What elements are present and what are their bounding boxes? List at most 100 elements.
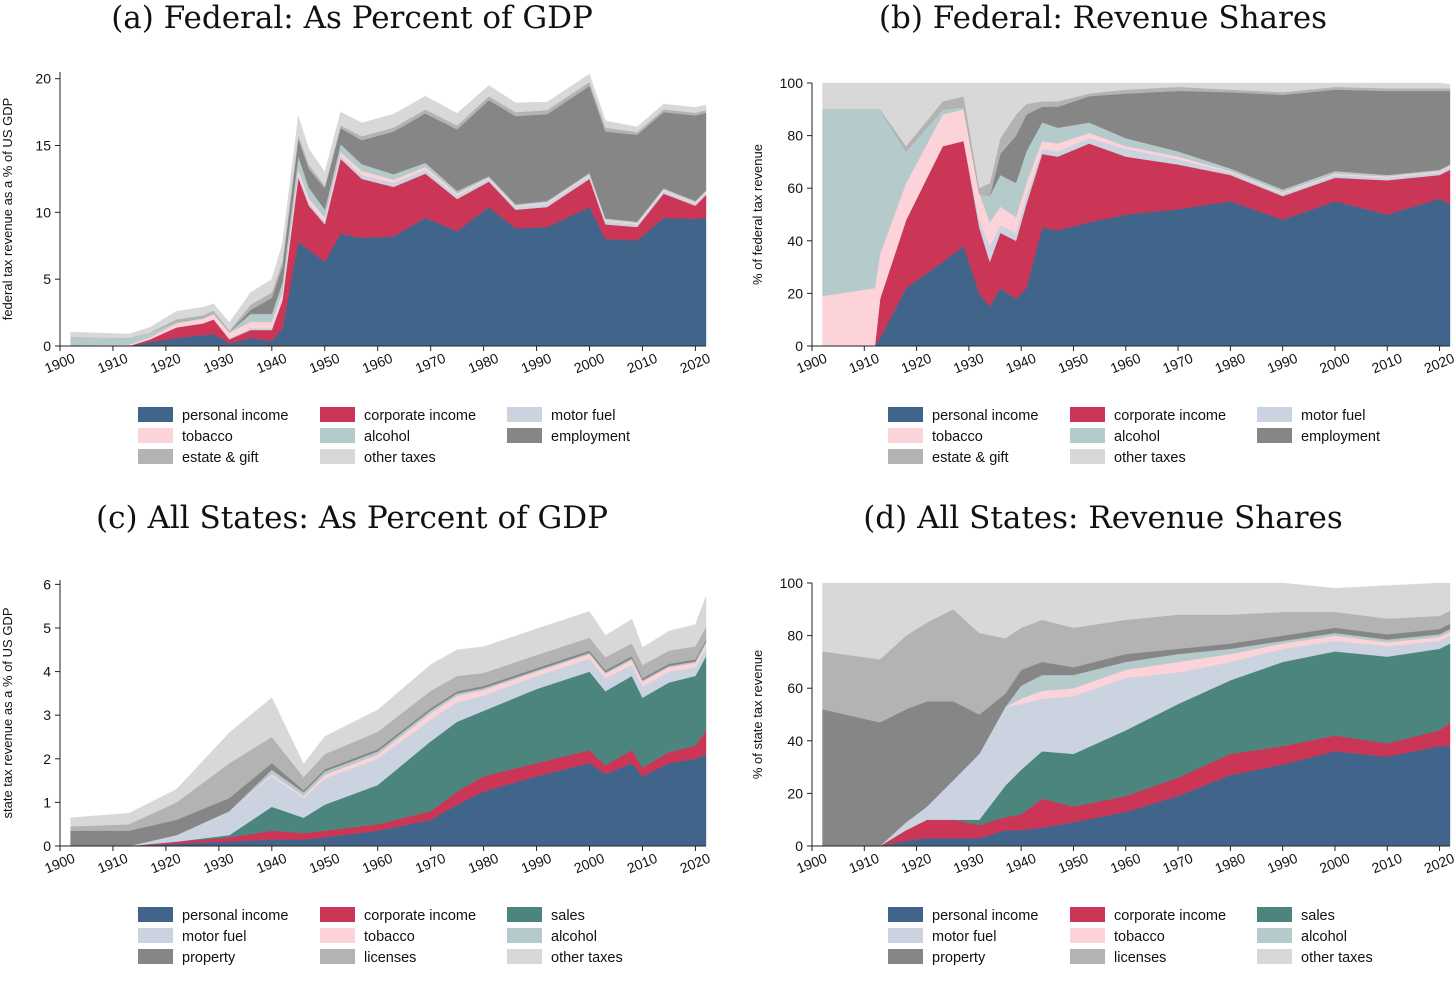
panel-states-gdp: (c) All States: As Percent of GDP 0 1 2 3 4 5 6… bbox=[0, 500, 728, 986]
x-tick-label: 1910 bbox=[95, 850, 130, 877]
legend-label: personal income bbox=[932, 408, 1038, 424]
x-tick-label: 1970 bbox=[1160, 350, 1195, 377]
x-tick-label: 1910 bbox=[95, 350, 130, 377]
x-tick-label: 1910 bbox=[846, 850, 881, 877]
legend-label: sales bbox=[1301, 908, 1335, 924]
legend: personal income corporate income motor fue… bbox=[138, 407, 630, 466]
legend-swatch bbox=[1070, 407, 1105, 422]
legend-swatch bbox=[138, 407, 173, 422]
legend-swatch bbox=[507, 949, 542, 964]
legend-swatch bbox=[1257, 907, 1292, 922]
x-tick-label: 1990 bbox=[1265, 350, 1300, 377]
y-tick-label: 1 bbox=[43, 794, 51, 810]
y-tick-label: 6 bbox=[43, 576, 51, 592]
area-other-taxes bbox=[70, 596, 707, 827]
x-tick-label: 1920 bbox=[899, 850, 934, 877]
y-tick-label: 20 bbox=[35, 71, 51, 87]
x-tick-label: 2000 bbox=[572, 350, 607, 377]
legend-swatch bbox=[138, 949, 173, 964]
x-tick-label: 1920 bbox=[148, 850, 183, 877]
area-layers bbox=[70, 73, 707, 347]
y-tick-label: 10 bbox=[35, 204, 51, 220]
legend-swatch bbox=[138, 428, 173, 443]
x-tick-label: 1990 bbox=[519, 850, 554, 877]
legend-swatch bbox=[507, 407, 542, 422]
legend-label: licenses bbox=[1114, 950, 1166, 966]
legend-swatch bbox=[1257, 949, 1292, 964]
x-tick-label: 1940 bbox=[254, 350, 289, 377]
legend-swatch bbox=[888, 449, 923, 464]
x-tick-label: 1940 bbox=[1003, 350, 1038, 377]
legend-label: alcohol bbox=[364, 429, 410, 445]
legend-label: estate & gift bbox=[932, 450, 1009, 466]
legend-label: tobacco bbox=[932, 429, 983, 445]
chart-title: (b) Federal: Revenue Shares bbox=[879, 0, 1327, 36]
x-tick-label: 1950 bbox=[307, 350, 342, 377]
legend-label: personal income bbox=[182, 908, 288, 924]
x-tick-label: 1990 bbox=[1265, 850, 1300, 877]
x-tick-label: 2020 bbox=[1422, 350, 1456, 377]
x-tick-label: 1950 bbox=[1056, 850, 1091, 877]
x-tick-label: 1930 bbox=[201, 850, 236, 877]
y-tick-label: 60 bbox=[787, 680, 803, 696]
legend-swatch bbox=[888, 928, 923, 943]
legend: personal income corporate income sales moto… bbox=[888, 907, 1373, 966]
panel-states-shares: (d) All States: Revenue Shares 0 20 40 60 80 1… bbox=[728, 500, 1456, 986]
legend-label: sales bbox=[551, 908, 585, 924]
chart-title: (d) All States: Revenue Shares bbox=[863, 500, 1343, 536]
legend-swatch bbox=[1070, 949, 1105, 964]
legend-label: licenses bbox=[364, 950, 416, 966]
legend-label: corporate income bbox=[1114, 408, 1226, 424]
y-tick-label: 40 bbox=[787, 233, 803, 249]
x-tick-label: 2010 bbox=[1369, 350, 1404, 377]
x-tick-label: 1960 bbox=[1108, 350, 1143, 377]
legend-swatch bbox=[138, 907, 173, 922]
x-tick-label: 1980 bbox=[1213, 350, 1248, 377]
x-tick-label: 1930 bbox=[201, 350, 236, 377]
legend-swatch bbox=[888, 428, 923, 443]
legend-label: motor fuel bbox=[551, 408, 615, 424]
legend-label: other taxes bbox=[364, 450, 436, 466]
x-tick-label: 1920 bbox=[899, 350, 934, 377]
area-layers bbox=[70, 596, 707, 847]
x-tick-label: 1970 bbox=[413, 850, 448, 877]
x-tick-label: 1990 bbox=[519, 350, 554, 377]
x-tick-label: 2010 bbox=[625, 350, 660, 377]
area-layers bbox=[822, 82, 1451, 347]
legend-swatch bbox=[320, 949, 355, 964]
x-tick-label: 1960 bbox=[1108, 850, 1143, 877]
legend-swatch bbox=[1070, 907, 1105, 922]
chart-svg: (d) All States: Revenue Shares 0 20 40 60 80 1… bbox=[750, 500, 1456, 966]
panel-federal-gdp: (a) Federal: As Percent of GDP 0 5 10 15 20 19… bbox=[0, 0, 728, 486]
x-tick-label: 2000 bbox=[1317, 850, 1352, 877]
legend-label: employment bbox=[551, 429, 630, 445]
chart-title: (a) Federal: As Percent of GDP bbox=[111, 0, 593, 36]
x-tick-label: 2000 bbox=[572, 850, 607, 877]
x-tick-label: 1980 bbox=[466, 350, 501, 377]
y-tick-label: 40 bbox=[787, 733, 803, 749]
y-tick-label: 80 bbox=[787, 128, 803, 144]
y-axis-label: % of state tax revenue bbox=[750, 650, 765, 779]
y-tick-label: 60 bbox=[787, 180, 803, 196]
y-tick-label: 0 bbox=[43, 338, 51, 354]
legend-label: motor fuel bbox=[932, 929, 996, 945]
panel-federal-shares: (b) Federal: Revenue Shares 0 20 40 60 80 100 1… bbox=[728, 0, 1456, 486]
legend-label: motor fuel bbox=[1301, 408, 1365, 424]
legend-swatch bbox=[1070, 449, 1105, 464]
legend-label: property bbox=[932, 950, 986, 966]
legend-label: corporate income bbox=[364, 408, 476, 424]
area-other-taxes bbox=[70, 73, 707, 339]
legend-swatch bbox=[1070, 428, 1105, 443]
x-tick-label: 2020 bbox=[678, 350, 713, 377]
legend-swatch bbox=[507, 428, 542, 443]
area-other-taxes bbox=[822, 582, 1451, 660]
x-tick-label: 1940 bbox=[254, 850, 289, 877]
x-tick-label: 2000 bbox=[1317, 350, 1352, 377]
legend-swatch bbox=[320, 428, 355, 443]
x-tick-label: 2010 bbox=[625, 850, 660, 877]
y-tick-label: 0 bbox=[795, 338, 803, 354]
legend-swatch bbox=[320, 407, 355, 422]
legend-label: estate & gift bbox=[182, 450, 259, 466]
legend-swatch bbox=[1257, 428, 1292, 443]
legend-label: alcohol bbox=[551, 929, 597, 945]
